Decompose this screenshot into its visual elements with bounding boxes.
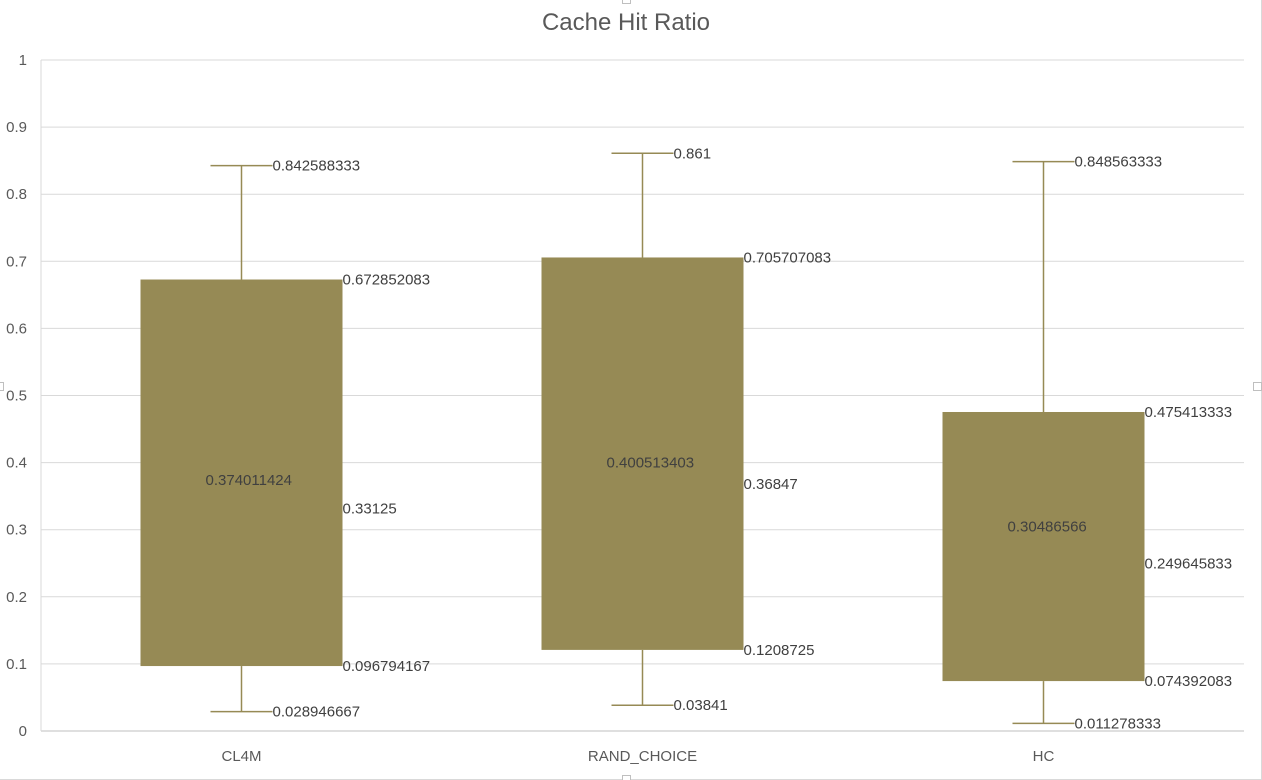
- y-tick-label: 0.7: [6, 253, 27, 270]
- plot-area: [140, 152, 1145, 725]
- data-labels: 0.842588333 0.672852083 0.374011424 0.33125…: [206, 145, 1233, 732]
- box-body: [140, 279, 343, 667]
- y-tick-label: 0.5: [6, 388, 27, 405]
- x-category-label: RAND_CHOICE: [588, 748, 697, 765]
- resize-handle-top[interactable]: [622, 0, 631, 4]
- resize-handle-right[interactable]: [1253, 382, 1262, 391]
- y-tick-label: 0.4: [6, 455, 27, 472]
- q1-label: 0.074392083: [1145, 673, 1233, 690]
- q1-label: 0.096794167: [343, 658, 431, 675]
- x-category-label: CL4M: [221, 748, 261, 765]
- max-label: 0.848563333: [1075, 154, 1163, 171]
- min-label: 0.011278333: [1075, 715, 1161, 732]
- median-label: 0.249645833: [1145, 555, 1233, 572]
- box-cl4m: [140, 164, 343, 713]
- box-body: [942, 411, 1145, 682]
- resize-handle-left[interactable]: [0, 382, 4, 391]
- resize-handle-bottom[interactable]: [622, 775, 631, 780]
- box-rand-choice: [541, 152, 744, 706]
- y-tick-label: 0.1: [6, 656, 27, 673]
- median-label: 0.33125: [343, 501, 397, 518]
- mean-label: 0.30486566: [1008, 518, 1087, 535]
- y-tick-label: 0: [19, 723, 27, 740]
- mean-label: 0.400513403: [607, 454, 695, 471]
- q3-label: 0.705707083: [744, 249, 832, 266]
- q1-label: 0.1208725: [744, 642, 815, 659]
- y-tick-label: 0.3: [6, 522, 27, 539]
- min-label: 0.028946667: [273, 704, 361, 721]
- y-tick-label: 0.9: [6, 119, 27, 136]
- mean-label: 0.374011424: [206, 472, 292, 489]
- y-tick-label: 0.2: [6, 589, 27, 606]
- chart-title: Cache Hit Ratio: [541, 9, 711, 36]
- median-label: 0.36847: [744, 476, 798, 493]
- min-label: 0.03841: [674, 697, 728, 714]
- y-axis: 0 0.1 0.2 0.3 0.4 0.5 0.6 0.7 0.8 0.9 1: [6, 52, 42, 740]
- box-body: [541, 257, 744, 650]
- x-axis: CL4M RAND_CHOICE HC: [221, 748, 1054, 765]
- max-label: 0.842588333: [273, 158, 361, 175]
- max-label: 0.861: [674, 145, 712, 162]
- box-hc: [942, 160, 1145, 725]
- q3-label: 0.475413333: [1145, 404, 1233, 421]
- y-tick-label: 0.6: [6, 320, 27, 337]
- y-tick-label: 0.8: [6, 186, 27, 203]
- q3-label: 0.672852083: [343, 272, 431, 289]
- y-tick-label: 1: [19, 52, 27, 69]
- x-category-label: HC: [1033, 748, 1055, 765]
